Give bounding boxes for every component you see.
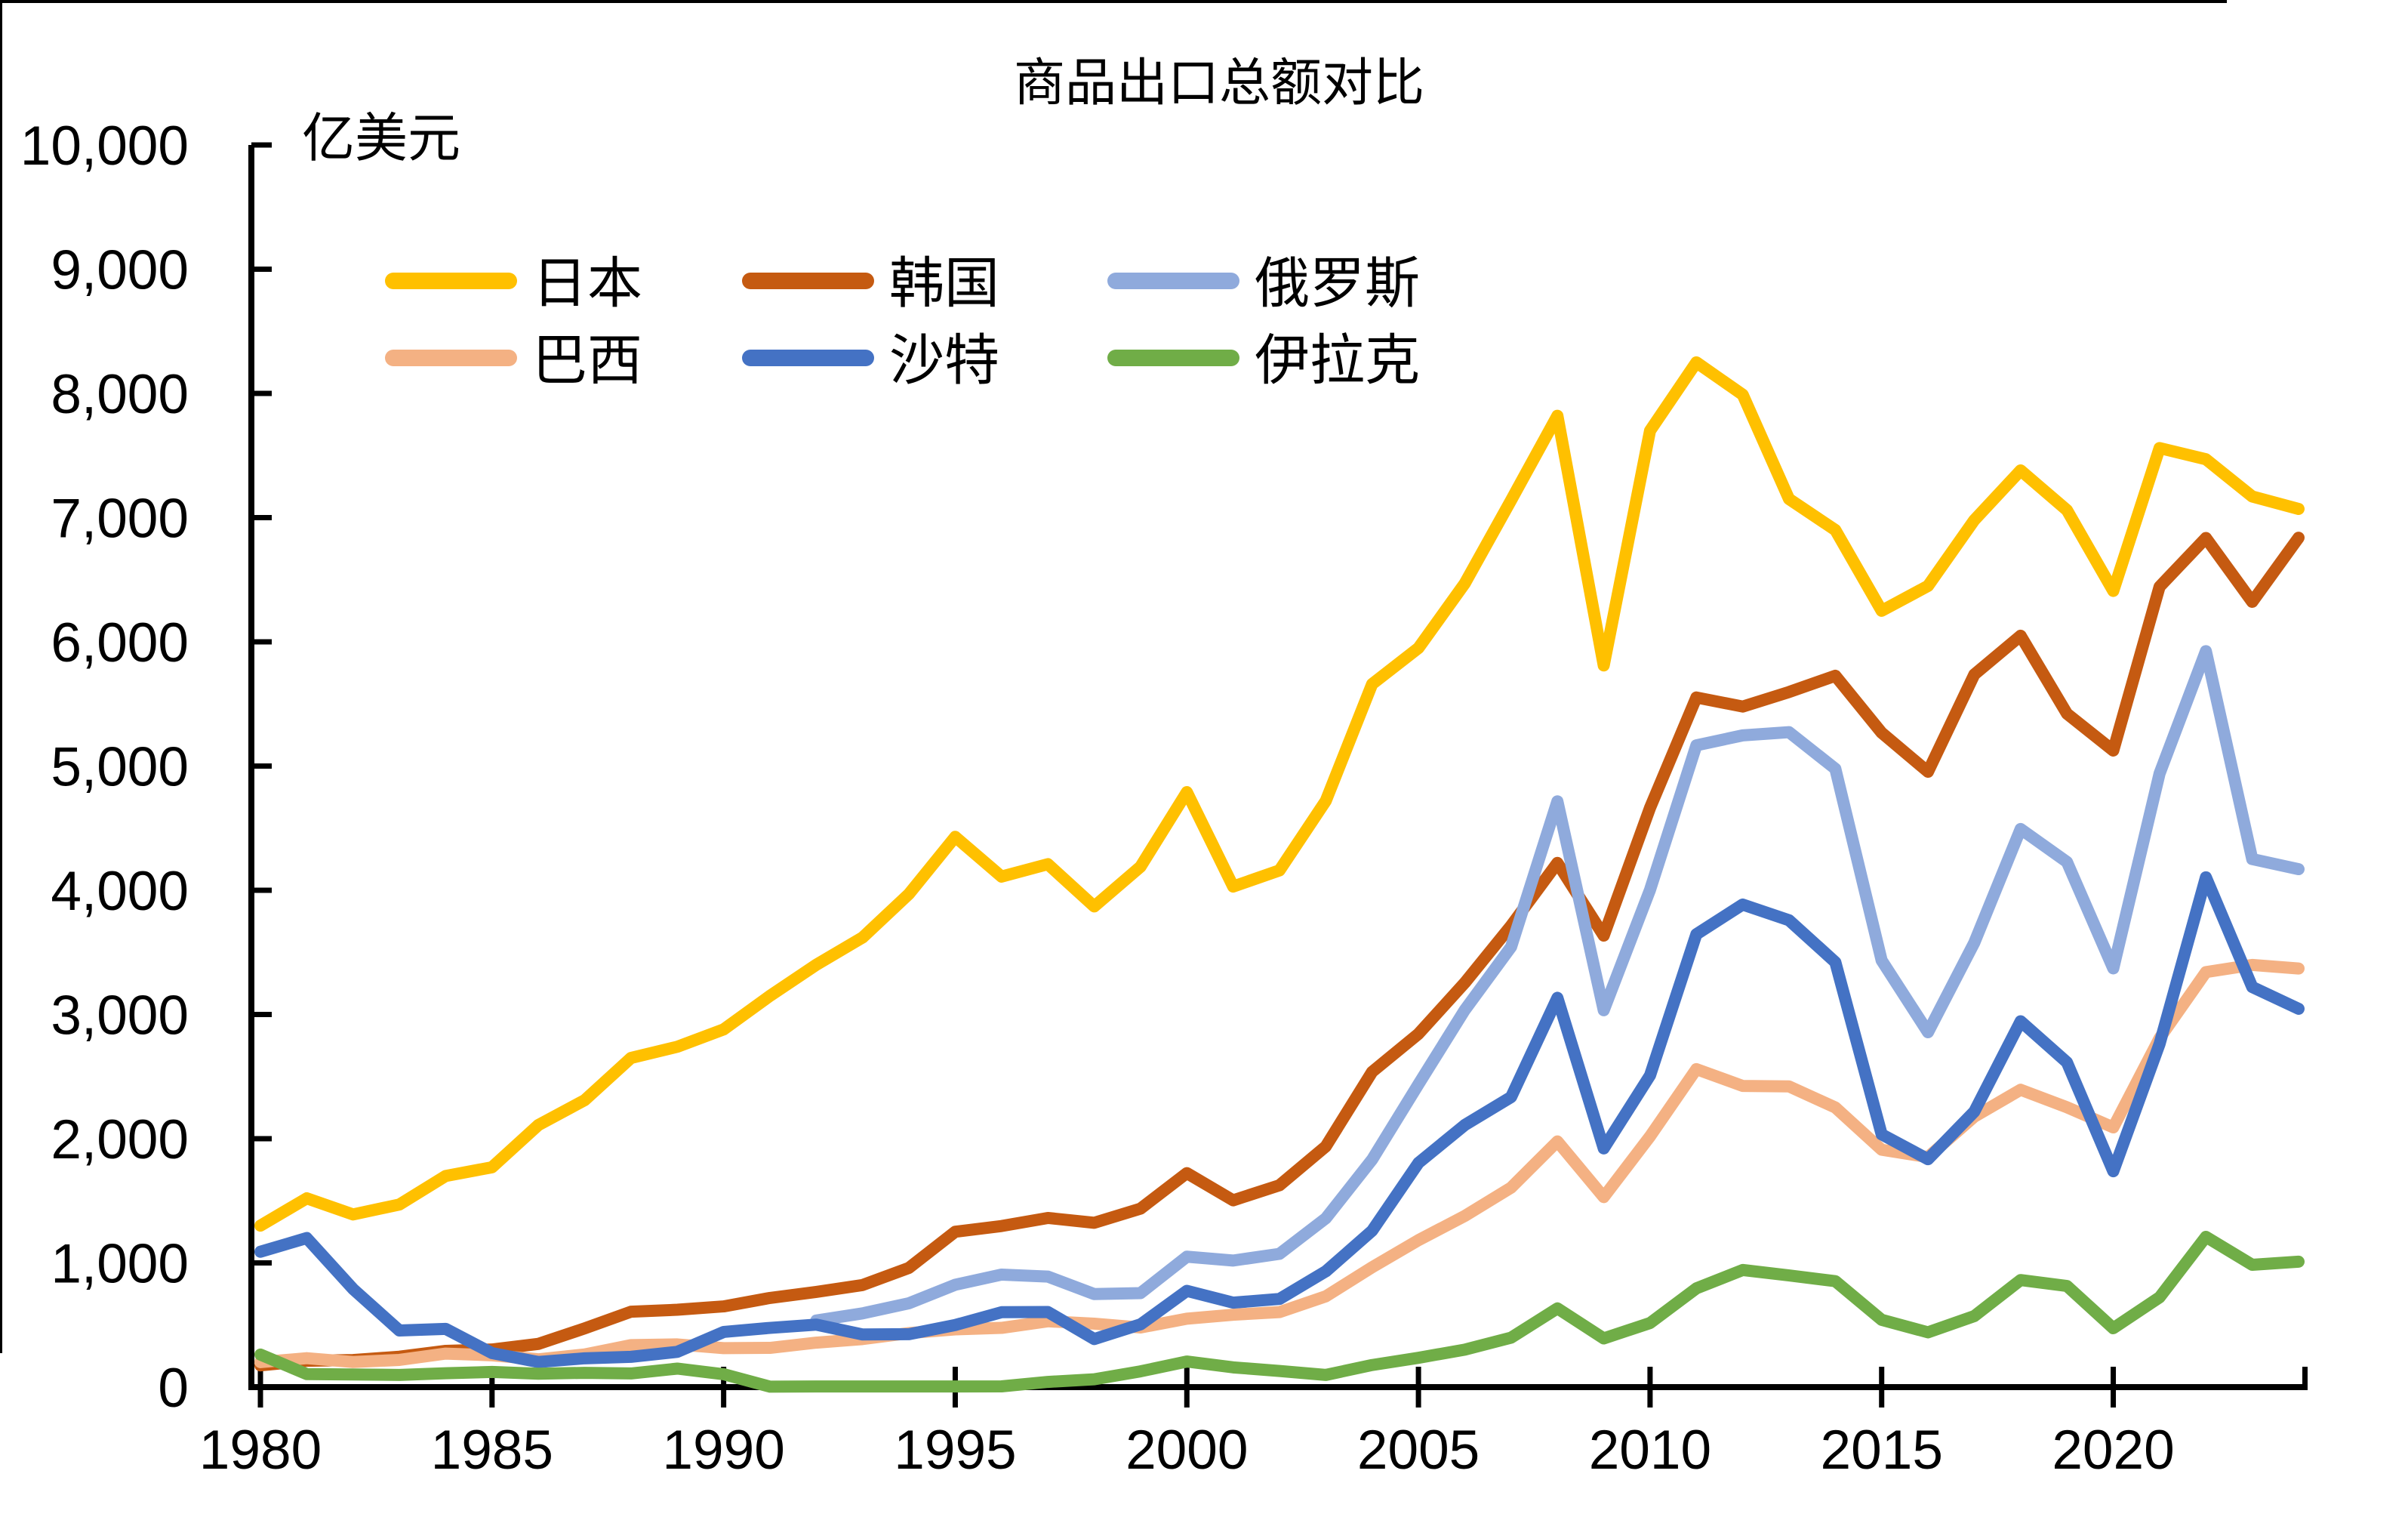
legend-swatch-沙特: [742, 350, 874, 366]
legend-label-巴西: 巴西: [532, 330, 642, 391]
legend-label-伊拉克: 伊拉克: [1255, 330, 1420, 391]
y-axis-label: 8,000: [51, 364, 189, 425]
y-axis-label: 9,000: [51, 240, 189, 301]
x-axis-label: 1980: [199, 1420, 322, 1481]
y-axis-label: 2,000: [51, 1109, 189, 1170]
y-axis-label: 10,000: [20, 116, 189, 177]
x-axis-label: 2015: [1821, 1420, 1943, 1481]
axes-layer: [248, 142, 2308, 1408]
series-line-俄罗斯: [810, 645, 2305, 1327]
legend-item-韩国[interactable]: 韩国: [742, 253, 999, 314]
series-line-日本: [254, 356, 2305, 1232]
x-axis-label: 1990: [662, 1420, 784, 1481]
chart-title: 商品出口总额对比: [1014, 54, 1424, 112]
legend-swatch-日本: [385, 273, 517, 289]
y-axis-label: 7,000: [51, 489, 189, 550]
x-axis-label: 2000: [1125, 1420, 1248, 1481]
series-line-韩国: [254, 532, 2305, 1372]
legend-swatch-伊拉克: [1107, 350, 1239, 366]
axis-labels-layer: 0 1,000 2,000 3,000 4,000 5,000 6,000 7,000 8,00…: [20, 116, 2175, 1481]
series-layer: [254, 356, 2305, 1393]
legend-swatch-韩国: [742, 273, 874, 289]
x-axis-label: 2010: [1589, 1420, 1711, 1481]
y-axis-label: 0: [158, 1358, 189, 1419]
legend-label-韩国: 韩国: [889, 253, 999, 314]
x-axis-label: 1985: [431, 1420, 553, 1481]
y-axis-label: 6,000: [51, 612, 189, 674]
legend-label-俄罗斯: 俄罗斯: [1255, 253, 1420, 314]
x-axis-label: 1995: [894, 1420, 1016, 1481]
y-axis-label: 3,000: [51, 985, 189, 1047]
legend-swatch-俄罗斯: [1107, 273, 1239, 289]
y-axis-unit-label: 亿美元: [302, 110, 460, 168]
legend-item-日本[interactable]: 日本: [385, 253, 642, 314]
top-border-line: [0, 0, 2227, 3]
y-axis-label: 5,000: [51, 737, 189, 798]
x-axis-label: 2005: [1357, 1420, 1480, 1481]
legend-item-沙特[interactable]: 沙特: [742, 330, 999, 391]
x-axis-label: 2020: [2052, 1420, 2174, 1481]
series-line-伊拉克: [254, 1230, 2305, 1393]
legend-label-日本: 日本: [532, 253, 642, 314]
legend-item-俄罗斯[interactable]: 俄罗斯: [1107, 253, 1420, 314]
series-line-沙特: [254, 871, 2305, 1368]
legend-swatch-巴西: [385, 350, 517, 366]
y-axis-label: 4,000: [51, 861, 189, 922]
y-axis-label: 1,000: [51, 1234, 189, 1295]
legend-label-沙特: 沙特: [889, 330, 999, 391]
legend-item-巴西[interactable]: 巴西: [385, 330, 642, 391]
left-border-line: [0, 0, 2, 1353]
legend-item-伊拉克[interactable]: 伊拉克: [1107, 330, 1420, 391]
